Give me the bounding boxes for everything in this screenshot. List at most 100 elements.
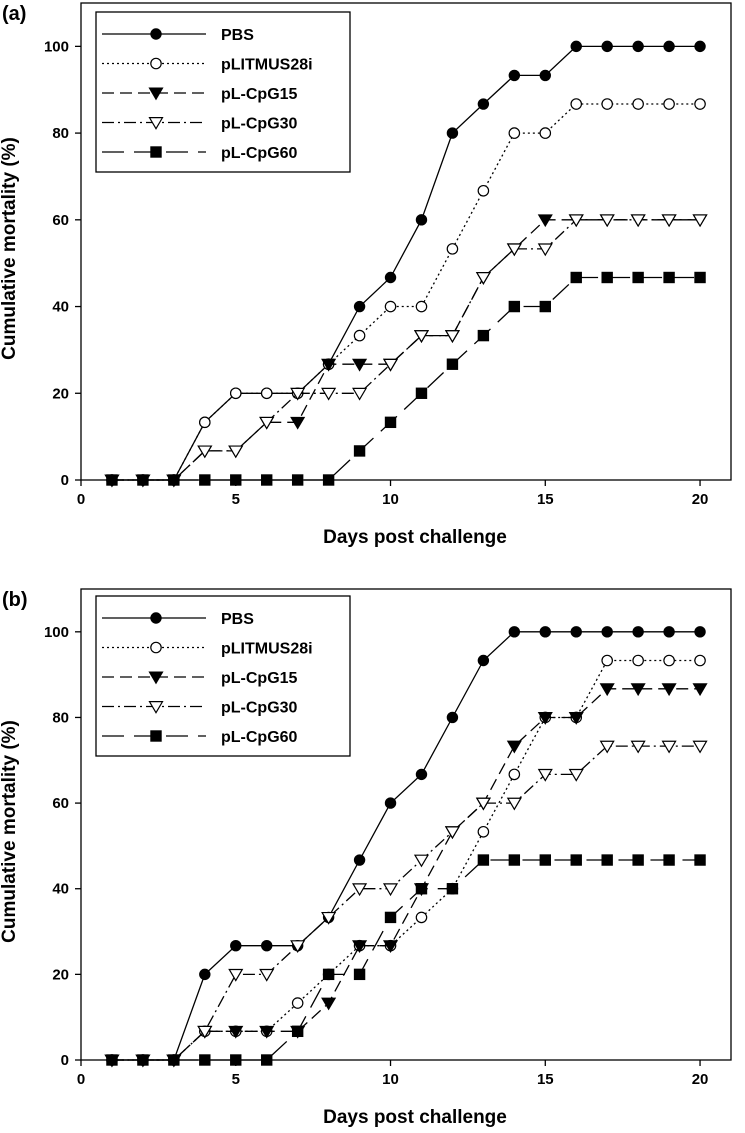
data-point <box>601 654 613 667</box>
data-point <box>353 329 366 342</box>
data-point <box>508 300 521 313</box>
data-point <box>537 214 553 228</box>
data-point <box>477 184 490 197</box>
data-point <box>661 214 677 228</box>
legend-marker <box>150 146 162 158</box>
data-point <box>663 98 675 110</box>
data-point <box>694 854 706 866</box>
data-point <box>228 968 244 982</box>
data-point <box>384 911 397 924</box>
data-point <box>321 997 337 1011</box>
data-point <box>382 358 399 372</box>
y-tick-label: 80 <box>52 125 69 142</box>
data-point <box>446 358 459 370</box>
panel-label: (b) <box>2 589 28 611</box>
data-point <box>446 883 459 895</box>
data-point <box>539 854 551 866</box>
x-tick-label: 10 <box>382 491 399 508</box>
chart-panel-b: (b) 0 5 10 15 20 0 20 40 60 80 100 Days post challen… <box>0 588 732 1128</box>
data-point <box>539 300 551 313</box>
panel-label: (a) <box>2 3 26 25</box>
data-point <box>137 1054 149 1066</box>
data-point <box>352 387 368 401</box>
data-point <box>570 271 582 284</box>
data-point <box>199 474 211 486</box>
data-point <box>353 445 366 457</box>
data-point <box>413 330 430 343</box>
legend-label: pL-CpG15 <box>221 86 298 103</box>
legend-label: pLITMUS28i <box>221 641 313 658</box>
y-tick-label: 60 <box>52 212 69 229</box>
data-point <box>384 300 397 313</box>
series-line <box>112 219 700 481</box>
data-point <box>446 127 459 139</box>
legend-marker <box>150 57 162 70</box>
x-tick-label: 0 <box>77 491 85 508</box>
data-point <box>261 1054 273 1066</box>
data-point <box>291 474 304 486</box>
data-point <box>692 683 708 697</box>
data-point <box>663 271 675 284</box>
data-point <box>415 768 428 781</box>
data-point <box>290 387 306 401</box>
data-point <box>137 474 149 486</box>
data-point <box>415 300 428 313</box>
data-point <box>663 854 675 866</box>
y-tick-label: 40 <box>52 881 69 898</box>
y-tick-label: 0 <box>61 1052 69 1069</box>
y-tick-label: 20 <box>52 385 69 402</box>
legend-box <box>95 595 351 757</box>
x-tick-label: 20 <box>692 491 709 508</box>
legend-label: pL-CpG30 <box>221 116 298 133</box>
legend-label: PBS <box>221 611 254 628</box>
y-tick-label: 0 <box>61 472 69 489</box>
data-point <box>506 797 522 811</box>
data-point <box>570 98 583 110</box>
data-point <box>199 968 211 981</box>
x-tick-label: 5 <box>232 491 240 508</box>
series-line <box>112 688 700 1061</box>
data-point <box>259 1025 275 1039</box>
data-point <box>291 1025 304 1038</box>
data-point <box>261 939 273 952</box>
data-point <box>229 387 242 400</box>
data-point <box>632 626 644 638</box>
y-axis-title: Cumulative mortality (%) <box>0 137 20 360</box>
data-point <box>692 214 708 228</box>
data-point <box>568 214 584 228</box>
data-point <box>322 474 335 486</box>
y-tick-label: 100 <box>44 624 69 641</box>
data-point <box>508 768 521 781</box>
data-point <box>106 1054 118 1066</box>
data-point <box>321 358 337 372</box>
data-point <box>692 740 708 754</box>
data-point <box>168 474 180 486</box>
data-point <box>382 940 399 954</box>
x-axis-title: Days post challenge <box>323 527 507 548</box>
series-pL-CpG30 <box>104 740 708 1068</box>
y-tick-label: 80 <box>52 709 69 726</box>
x-tick-label: 15 <box>537 491 554 508</box>
legend-marker <box>150 612 162 624</box>
legend-label: pL-CpG60 <box>221 145 298 162</box>
legend-label: pL-CpG60 <box>221 729 298 746</box>
data-point <box>570 626 582 638</box>
data-point <box>506 243 522 257</box>
data-point <box>599 740 615 754</box>
data-point <box>384 416 397 429</box>
data-point <box>446 711 459 724</box>
data-point <box>537 243 553 257</box>
data-point <box>661 683 677 697</box>
data-point <box>663 654 675 667</box>
data-point <box>415 214 428 226</box>
data-point <box>570 40 582 53</box>
data-point <box>568 768 584 782</box>
data-point <box>322 968 335 981</box>
legend-marker <box>148 701 164 714</box>
x-tick-label: 5 <box>232 1071 240 1088</box>
legend-label: pL-CpG30 <box>221 700 298 717</box>
data-point <box>508 626 521 638</box>
data-point <box>570 854 582 866</box>
